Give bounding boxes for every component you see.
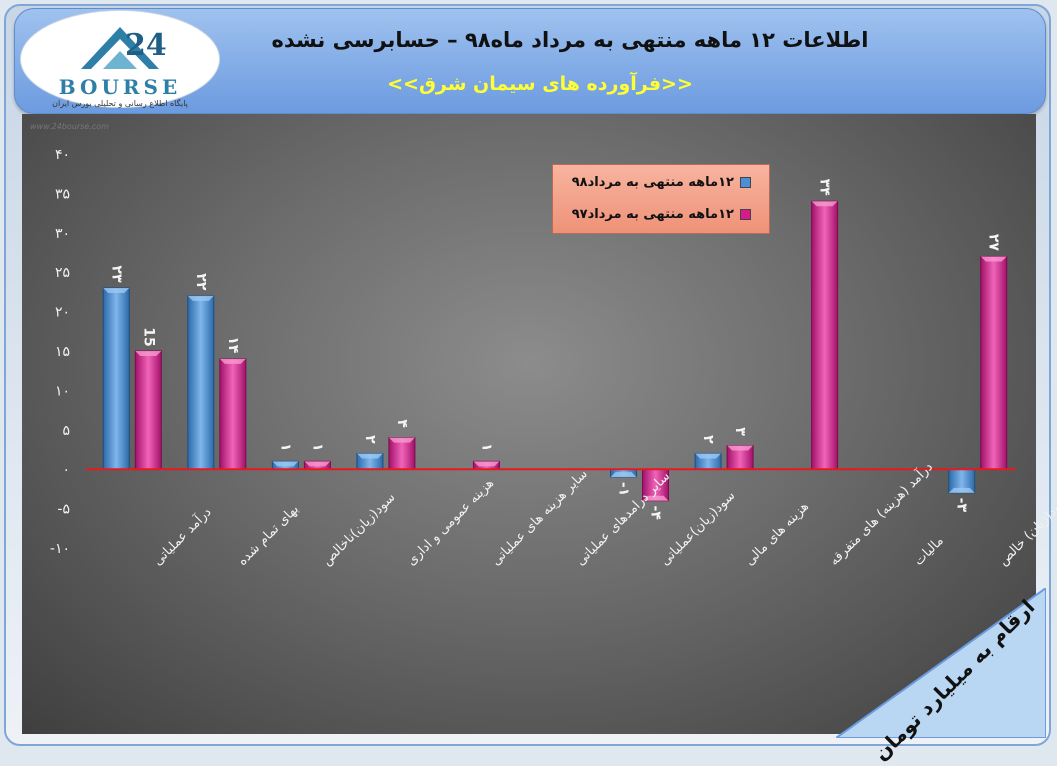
bar-cap [356, 453, 383, 459]
units-corner [836, 588, 1046, 738]
category-label: سود(زیان) خالص [996, 492, 1057, 568]
bar-cap [811, 201, 838, 207]
category-label: هزینه های مالی [742, 499, 812, 569]
bar-cap [103, 287, 130, 293]
y-tick-label: ۲۵ [55, 265, 70, 281]
page-title: اطلاعات ۱۲ ماهه منتهی به مرداد ماه۹۸ – ح… [271, 28, 869, 52]
legend-label-97: ۱۲ماهه منتهی به مرداد۹۷ [571, 207, 734, 222]
category-label: بهای تمام شده [235, 502, 302, 569]
bar-cap [948, 487, 975, 493]
data-label: ۱ [309, 443, 325, 452]
y-tick-label: ۱۵ [55, 344, 70, 360]
bar-series2-cat2 [219, 358, 247, 470]
data-label: ۲۲ [193, 273, 209, 291]
data-label: ۴ [394, 419, 410, 428]
category-label: سود(زیان)عملیاتی [658, 488, 739, 569]
y-tick-label: -۵ [57, 502, 70, 518]
y-tick-label: ۳۰ [55, 226, 70, 242]
category-label: مالیات [911, 533, 946, 568]
data-label: ۱ [478, 443, 494, 452]
bar-series1-cat2 [187, 295, 215, 470]
legend-item-98: ۱۲ماهه منتهی به مرداد۹۸ [572, 175, 751, 190]
bar-cap [135, 351, 162, 356]
category-label: سود(زیان)ناخالص [320, 490, 399, 569]
category-label: سایر هزینه های عملیاتی [489, 467, 591, 569]
y-tick-label: -۱۰ [50, 541, 70, 557]
bar-series2-cat9 [811, 200, 839, 470]
y-tick-label: ۴۰ [55, 147, 70, 163]
category-label: درآمد عملیاتی [149, 503, 215, 569]
legend-label-98: ۱۲ماهه منتهی به مرداد۹۸ [571, 175, 734, 190]
y-tick-label: ۵ [62, 423, 70, 439]
data-label: ۲۳ [108, 265, 124, 283]
bourse-logo: 24 BOURSE پایگاه اطلاع رسانی و تحلیلی بو… [20, 10, 220, 108]
data-label: ۲۷ [986, 234, 1002, 252]
bourse-logo-mark-icon: 24 [81, 27, 167, 69]
data-label: ۱ [277, 443, 293, 452]
bar-cap [187, 295, 214, 301]
bar-cap [695, 453, 722, 459]
watermark: www.24bourse.com [30, 122, 109, 131]
bar-series2-cat4 [388, 437, 416, 470]
data-label: ۳ [732, 427, 748, 436]
logo-tagline: پایگاه اطلاع رسانی و تحلیلی بورس ایران [52, 99, 188, 108]
data-label: -۴ [648, 506, 664, 521]
bar-cap [610, 472, 637, 478]
bar-cap [980, 256, 1007, 262]
bar-series2-cat11 [980, 255, 1008, 470]
company-name: <<فرآورده های سیمان شرق>> [387, 73, 693, 95]
bar-cap [642, 495, 669, 501]
data-label: -۳ [954, 498, 970, 513]
y-tick-label: ۲۰ [55, 305, 70, 321]
legend-item-97: ۱۲ماهه منتهی به مرداد۹۷ [572, 207, 751, 222]
bar-series2-cat7 [642, 468, 670, 502]
y-tick-label: ۰ [62, 462, 70, 478]
bar-cap [727, 445, 754, 451]
y-tick-label: ۱۰ [55, 383, 70, 399]
logo-wordmark: BOURSE [58, 75, 182, 99]
svg-text:24: 24 [125, 28, 167, 63]
data-label: -۱ [616, 482, 632, 496]
bar-cap [304, 461, 331, 467]
bar-cap [219, 358, 246, 364]
legend-swatch-pink [740, 209, 751, 220]
bar-cap [388, 437, 415, 443]
data-label: ۱۴ [225, 336, 241, 354]
legend-swatch-blue [740, 177, 751, 188]
bar-series1-cat1 [102, 287, 130, 470]
bar-series2-cat1 [134, 350, 162, 470]
data-label: ۲ [700, 435, 716, 444]
data-label: ۳۴ [817, 179, 833, 197]
data-label: 15 [140, 327, 156, 346]
bar-cap [272, 461, 299, 467]
data-label: ۲ [362, 435, 378, 444]
category-label: هزینه عمومی و اداری [404, 476, 497, 569]
chart-legend: ۱۲ماهه منتهی به مرداد۹۸ ۱۲ماهه منتهی به … [552, 164, 770, 234]
bar-cap [473, 461, 500, 467]
y-tick-label: ۳۵ [55, 186, 70, 202]
